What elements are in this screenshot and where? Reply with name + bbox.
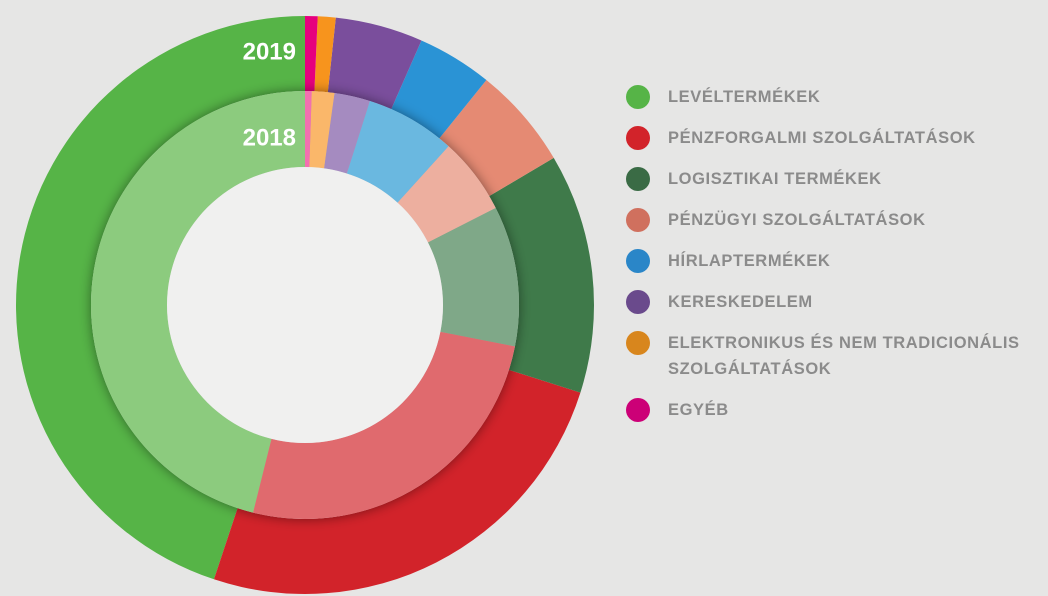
legend-swatch: [626, 290, 650, 314]
legend-label: KERESKEDELEM: [668, 293, 813, 311]
segment: [327, 17, 422, 110]
legend: LEVÉLTERMÉKEK PÉNZFORGALMI SZOLGÁLTATÁSOK…: [626, 84, 1044, 423]
legend-label: EGYÉB: [668, 401, 729, 419]
center-hole: [167, 167, 443, 443]
legend-swatch: [626, 208, 650, 232]
series-label: 2019: [243, 38, 296, 65]
segment: [391, 40, 487, 139]
legend-item: PÉNZFORGALMI SZOLGÁLTATÁSOK: [626, 125, 1044, 151]
legend-swatch: [626, 126, 650, 150]
ring: [90, 91, 519, 519]
legend-swatch: [626, 331, 650, 355]
legend-label: PÉNZÜGYI SZOLGÁLTATÁSOK: [668, 211, 926, 229]
legend-item: LEVÉLTERMÉKEK: [626, 84, 1044, 110]
segment: [253, 331, 515, 519]
rings: [16, 16, 594, 594]
legend-label: PÉNZFORGALMI SZOLGÁLTATÁSOK: [668, 129, 976, 147]
segment: [305, 91, 312, 168]
segment: [90, 91, 305, 513]
segment: [439, 80, 554, 197]
legend-swatch: [626, 167, 650, 191]
segment: [314, 16, 336, 93]
legend-label: LEVÉLTERMÉKEK: [668, 88, 821, 106]
series-label: 2018: [243, 124, 296, 151]
segment: [305, 16, 318, 92]
legend-swatch: [626, 249, 650, 273]
legend-item: PÉNZÜGYI SZOLGÁLTATÁSOK: [626, 207, 1044, 233]
legend-label: HÍRLAPTERMÉKEK: [668, 252, 831, 270]
legend-label: LOGISZTIKAI TERMÉKEK: [668, 170, 882, 188]
segment: [397, 146, 496, 243]
legend-item: HÍRLAPTERMÉKEK: [626, 248, 1044, 274]
legend-item: EGYÉB: [626, 397, 1044, 423]
ring: [16, 16, 594, 594]
segment: [324, 93, 370, 174]
legend-item: ELEKTRONIKUS ÉS NEM TRADICIONÁLIS SZOLGÁ…: [626, 330, 1044, 382]
legend-label: ELEKTRONIKUS ÉS NEM TRADICIONÁLIS SZOLGÁ…: [668, 334, 1020, 378]
segment: [213, 369, 581, 594]
segment: [309, 91, 335, 169]
segment: [427, 207, 519, 347]
legend-item: LOGISZTIKAI TERMÉKEK: [626, 166, 1044, 192]
legend-swatch: [626, 85, 650, 109]
segment: [489, 157, 594, 393]
legend-swatch: [626, 398, 650, 422]
chart: 2019 2018: [16, 16, 594, 594]
segment: [346, 101, 449, 203]
legend-item: KERESKEDELEM: [626, 289, 1044, 315]
segment: [16, 16, 305, 580]
